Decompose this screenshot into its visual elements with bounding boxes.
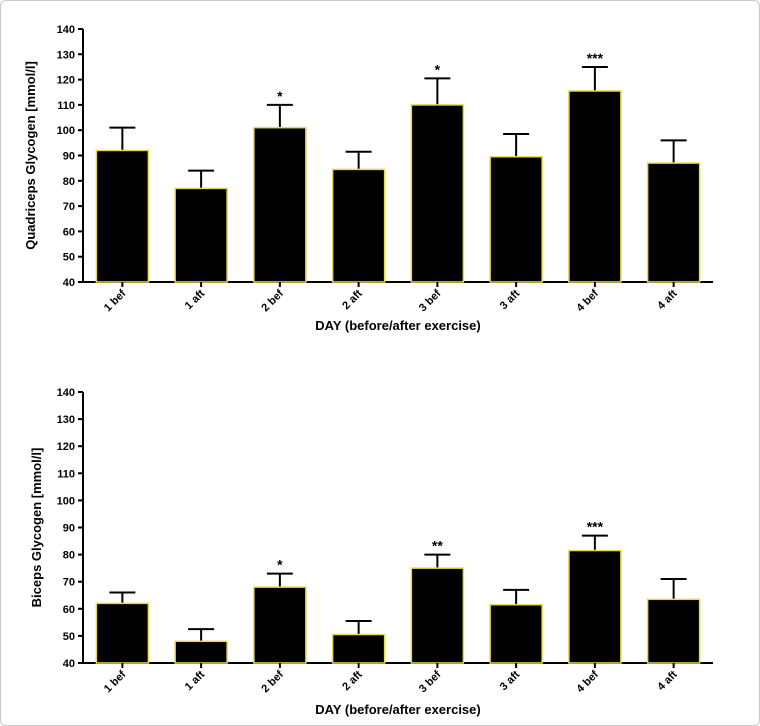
y-tick-label: 40: [63, 658, 75, 670]
bar-2-bef: [253, 126, 307, 283]
biceps-glycogen-chart: 40 50 60 70 80 90 100 110 120 130 140 1 bef 1 aft 2 b…: [29, 387, 713, 717]
x-tick-label: 4 aft: [655, 668, 680, 693]
y-tick-label: 70: [63, 201, 75, 213]
y-tick-label: 120: [57, 75, 75, 87]
y-tick-label: 50: [63, 631, 75, 643]
y-tick-label: 90: [63, 523, 75, 535]
y-tick-label: 120: [57, 441, 75, 453]
x-tick-label: 1 bef: [102, 668, 129, 695]
y-tick-label: 140: [57, 24, 75, 36]
bar-4-aft: [646, 598, 701, 664]
x-axis-title: DAY (before/after exercise): [315, 318, 480, 333]
x-tick-label: 3 aft: [498, 668, 523, 693]
x-tick-label: 1 aft: [183, 287, 208, 312]
significance-marker: *: [277, 88, 283, 104]
bar-3-aft: [489, 603, 543, 664]
significance-marker: *: [277, 557, 283, 573]
y-tick-label: 130: [57, 49, 75, 61]
significance-marker: **: [432, 538, 443, 554]
bar-3-aft: [489, 156, 543, 283]
x-tick-label: 3 bef: [417, 287, 444, 314]
y-tick-label: 60: [63, 226, 75, 238]
bar-4-bef: [568, 549, 622, 664]
x-tick-label: 4 aft: [655, 287, 680, 312]
bar-2-aft: [331, 168, 386, 283]
bar-1-bef: [95, 149, 150, 283]
significance-marker: ***: [587, 519, 604, 535]
x-tick-label: 4 bef: [574, 668, 601, 695]
x-tick-label: 2 aft: [340, 287, 365, 312]
y-tick-label: 130: [57, 414, 75, 426]
x-axis-title: DAY (before/after exercise): [315, 702, 480, 717]
x-tick-label: 3 bef: [417, 668, 444, 695]
bar-3-bef: [410, 104, 465, 283]
y-tick-label: 110: [57, 100, 75, 112]
bar-1-aft: [174, 187, 228, 283]
y-tick-label: 110: [57, 468, 75, 480]
x-tick-label: 2 bef: [259, 668, 286, 695]
x-tick-label: 2 bef: [259, 287, 286, 314]
y-tick-label: 100: [57, 495, 75, 507]
y-tick-label: 80: [63, 176, 75, 188]
x-tick-label: 3 aft: [498, 287, 523, 312]
x-tick-label: 1 aft: [183, 668, 208, 693]
y-tick-label: 140: [57, 387, 75, 399]
y-tick-label: 40: [63, 277, 75, 289]
x-tick-label: 4 bef: [574, 287, 601, 314]
bar-1-bef: [95, 602, 150, 664]
x-tick-label: 1 bef: [102, 287, 129, 314]
bar-4-bef: [568, 90, 622, 283]
significance-marker: ***: [587, 50, 604, 66]
y-tick-label: 100: [57, 125, 75, 137]
y-axis-title: Quadriceps Glycogen [mmol/l]: [23, 61, 38, 250]
y-tick-label: 50: [63, 252, 75, 264]
bar-3-bef: [410, 567, 465, 664]
y-axis-title: Biceps Glycogen [mmol/l]: [29, 448, 44, 608]
significance-marker: *: [435, 61, 441, 77]
y-tick-label: 90: [63, 151, 75, 163]
bar-4-aft: [646, 162, 701, 283]
bar-2-bef: [253, 586, 307, 664]
y-tick-label: 80: [63, 550, 75, 562]
y-tick-label: 70: [63, 577, 75, 589]
quadriceps-glycogen-chart: 40 50 60 70 80 90 100 110 120 130 140 1 bef 1 aft 2 b…: [23, 24, 713, 333]
y-tick-label: 60: [63, 604, 75, 616]
x-tick-label: 2 aft: [340, 668, 365, 693]
bar-1-aft: [174, 640, 228, 664]
bar-2-aft: [331, 633, 386, 664]
